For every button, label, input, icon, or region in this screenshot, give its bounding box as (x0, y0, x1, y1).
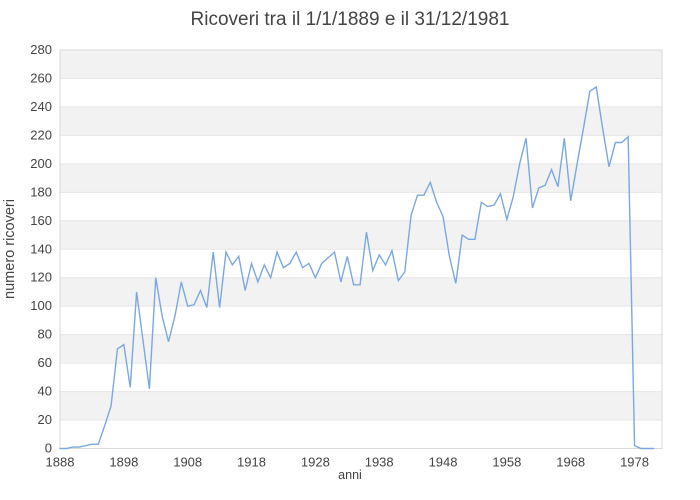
svg-text:220: 220 (30, 127, 52, 142)
svg-text:180: 180 (30, 184, 52, 199)
svg-text:120: 120 (30, 270, 52, 285)
svg-text:260: 260 (30, 70, 52, 85)
svg-text:160: 160 (30, 213, 52, 228)
svg-text:100: 100 (30, 298, 52, 313)
svg-text:140: 140 (30, 241, 52, 256)
svg-text:0: 0 (45, 441, 52, 456)
svg-text:280: 280 (30, 42, 52, 57)
svg-text:numero ricoveri: numero ricoveri (2, 199, 18, 299)
svg-text:200: 200 (30, 156, 52, 171)
svg-text:20: 20 (38, 412, 52, 427)
svg-text:60: 60 (38, 355, 52, 370)
svg-text:240: 240 (30, 99, 52, 114)
svg-text:80: 80 (38, 327, 52, 342)
svg-text:40: 40 (38, 384, 52, 399)
